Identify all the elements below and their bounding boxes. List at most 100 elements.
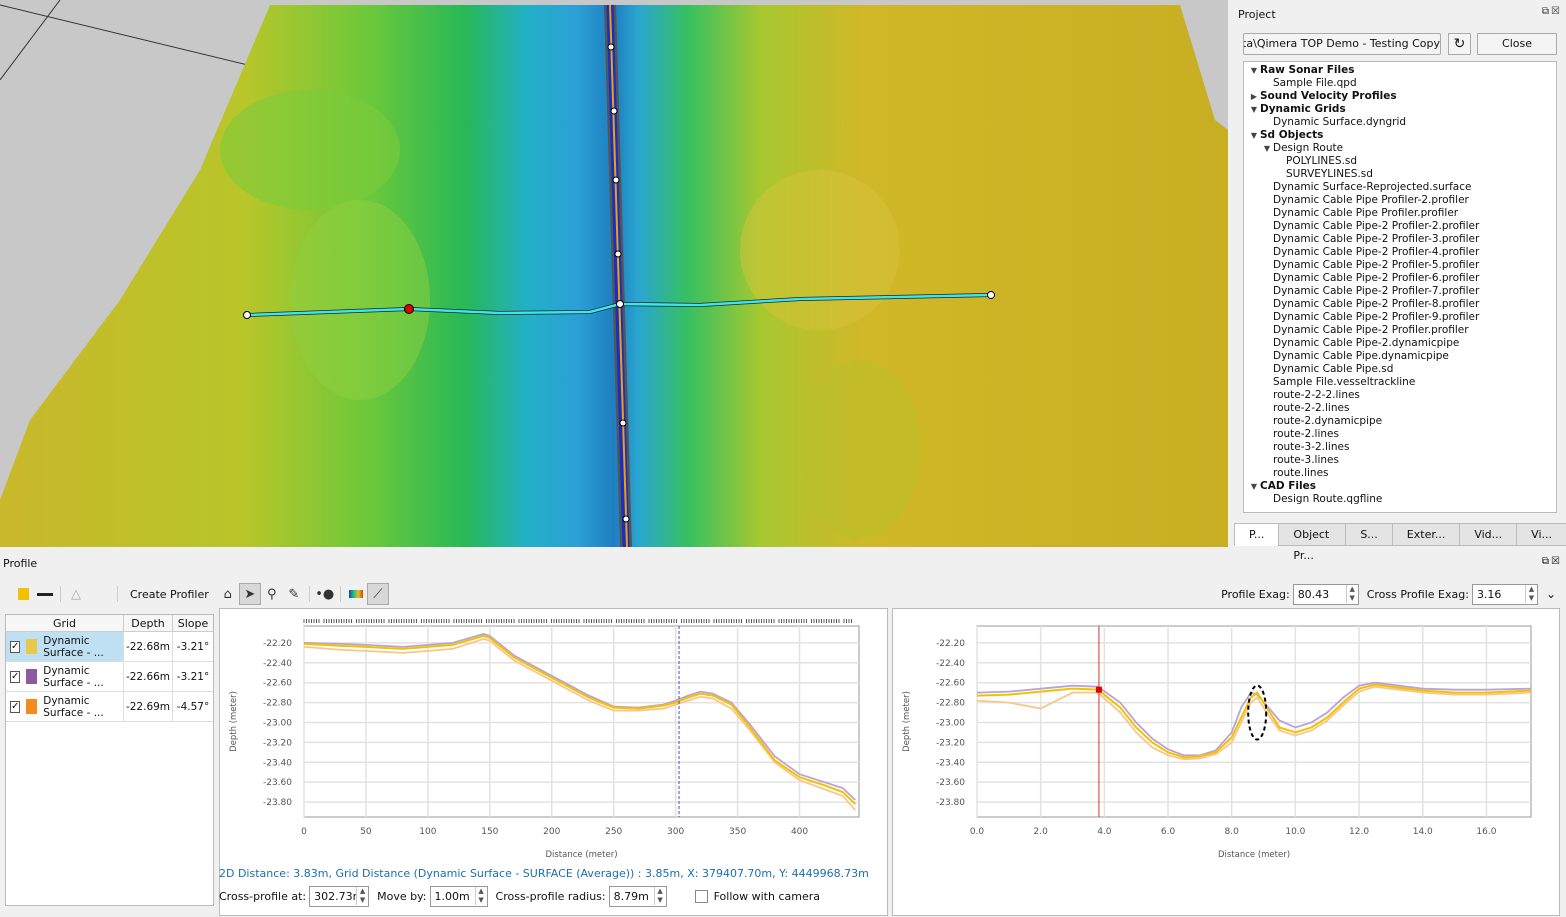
- tree-item[interactable]: SURVEYLINES.sd: [1244, 168, 1556, 181]
- chevron-down-icon[interactable]: ⌄: [1545, 587, 1556, 601]
- expand-icon[interactable]: ▼: [1263, 144, 1271, 153]
- tree-item[interactable]: POLYLINES.sd: [1244, 155, 1556, 168]
- grid-color-swatch[interactable]: [26, 699, 38, 714]
- tree-item[interactable]: Dynamic Cable Pipe-2 Profiler.profiler: [1244, 324, 1556, 337]
- profile-exag-input[interactable]: 80.43 ▲ ▼: [1292, 583, 1359, 605]
- grid-checkbox[interactable]: ✓: [10, 670, 21, 683]
- tree-item-label: Dynamic Cable Pipe-2 Profiler-4.profiler: [1273, 246, 1480, 258]
- expand-icon[interactable]: ▼: [1250, 66, 1258, 75]
- magnifier-icon: ⚲: [267, 586, 277, 602]
- tree-item[interactable]: route-2-2-2.lines: [1244, 389, 1556, 402]
- x-tick-label: 100: [419, 827, 436, 837]
- profile-chart[interactable]: -22.20 -22.40 -22.60 -22.80 -23.00 -23.20 -23.…: [219, 608, 888, 916]
- tree-item[interactable]: Dynamic Cable Pipe-2 Profiler-9.profiler: [1244, 311, 1556, 324]
- grid-color-swatch[interactable]: [26, 669, 38, 684]
- tree-item[interactable]: Dynamic Cable Pipe-2.dynamicpipe: [1244, 337, 1556, 350]
- project-tree[interactable]: ▼ Raw Sonar Files Sample File.qpd ▶ Sound Ve…: [1243, 61, 1557, 513]
- chart-button[interactable]: ⟋: [366, 583, 389, 605]
- cross-exag-input[interactable]: 3.16 ▲ ▼: [1471, 583, 1538, 605]
- project-path-field[interactable]: Data\Qimera TOP Demo - Testing Copy: [1243, 33, 1441, 55]
- 3d-view[interactable]: [0, 0, 1228, 547]
- tree-item[interactable]: Sample File.qpd: [1244, 77, 1556, 90]
- close-button[interactable]: Close: [1477, 33, 1557, 55]
- tab-0[interactable]: P...: [1234, 523, 1280, 546]
- grid-color-swatch[interactable]: [26, 639, 38, 654]
- triangle-icon: △: [71, 586, 81, 602]
- tree-item[interactable]: Sample File.vesseltrackline: [1244, 376, 1556, 389]
- tree-item-label: Dynamic Cable Pipe-2 Profiler-2.profiler: [1273, 220, 1480, 232]
- expand-icon[interactable]: ▼: [1250, 131, 1258, 140]
- radius-input[interactable]: 8.79m ▲ ▼: [608, 885, 667, 907]
- tree-item[interactable]: ▼ CAD Files: [1244, 480, 1556, 493]
- panel-window-buttons[interactable]: ⧉☒: [1541, 6, 1562, 17]
- tree-item[interactable]: Dynamic Surface-Reprojected.surface: [1244, 181, 1556, 194]
- tree-item[interactable]: ▼ Dynamic Grids: [1244, 103, 1556, 116]
- tree-item[interactable]: route-2-2.lines: [1244, 402, 1556, 415]
- tab-5[interactable]: Vi...: [1516, 523, 1566, 546]
- measure-button[interactable]: ✎: [283, 583, 305, 605]
- tree-item-label: Dynamic Cable Pipe-2.dynamicpipe: [1273, 337, 1460, 349]
- grid-name: Dynamic Surface - ...: [43, 664, 104, 689]
- expand-icon[interactable]: ▼: [1250, 482, 1258, 491]
- tree-item-label: Design Route.qgfline: [1273, 493, 1383, 505]
- cross-profile-chart[interactable]: -22.20 -22.40 -22.60 -22.80 -23.00 -23.20 -23.…: [892, 608, 1560, 916]
- tree-item[interactable]: ▼ Raw Sonar Files: [1244, 64, 1556, 77]
- tree-item-label: route-2-2.lines: [1273, 402, 1350, 414]
- y-tick-label: -23.00: [263, 718, 292, 728]
- tree-item[interactable]: Dynamic Cable Pipe-2 Profiler-4.profiler: [1244, 246, 1556, 259]
- point-button[interactable]: •●: [314, 583, 336, 605]
- tree-item-label: Dynamic Surface.dyngrid: [1273, 116, 1407, 128]
- tab-2[interactable]: S...: [1345, 523, 1393, 546]
- expand-icon[interactable]: ▼: [1250, 105, 1258, 114]
- refresh-button[interactable]: ↻: [1448, 33, 1471, 55]
- radius-label: Cross-profile radius:: [495, 889, 606, 903]
- triangle-button[interactable]: △: [65, 583, 87, 605]
- x-tick-label: 4.0: [1097, 827, 1112, 837]
- tree-item[interactable]: Design Route.qgfline: [1244, 493, 1556, 506]
- y-tick-label: -22.80: [263, 699, 292, 709]
- grid-row[interactable]: ✓ Dynamic Surface - ... -22.66m -3.21°: [6, 662, 213, 692]
- colormap-button[interactable]: [345, 583, 367, 605]
- tree-item[interactable]: Dynamic Surface.dyngrid: [1244, 116, 1556, 129]
- tree-item[interactable]: Dynamic Cable Pipe-2 Profiler-2.profiler: [1244, 220, 1556, 233]
- follow-camera-checkbox[interactable]: [694, 889, 708, 903]
- grid-checkbox[interactable]: ✓: [10, 640, 21, 653]
- tree-item[interactable]: Dynamic Cable Pipe Profiler-2.profiler: [1244, 194, 1556, 207]
- move-by-input[interactable]: 1.00m ▲ ▼: [429, 885, 488, 907]
- tree-item[interactable]: route-2.dynamicpipe: [1244, 415, 1556, 428]
- tree-item[interactable]: Dynamic Cable Pipe-2 Profiler-5.profiler: [1244, 259, 1556, 272]
- tree-item[interactable]: route.lines: [1244, 467, 1556, 480]
- grid-row[interactable]: ✓ Dynamic Surface - ... -22.68m -3.21°: [6, 632, 213, 662]
- tree-item[interactable]: Dynamic Cable Pipe-2 Profiler-7.profiler: [1244, 285, 1556, 298]
- grid-checkbox[interactable]: ✓: [10, 700, 21, 713]
- tree-item[interactable]: route-3-2.lines: [1244, 441, 1556, 454]
- line-style-button[interactable]: [34, 583, 56, 605]
- tree-item[interactable]: Dynamic Cable Pipe-2 Profiler-8.profiler: [1244, 298, 1556, 311]
- tree-item[interactable]: route-2.lines: [1244, 428, 1556, 441]
- tree-item-label: route-3.lines: [1273, 454, 1339, 466]
- zoom-button[interactable]: ⚲: [261, 583, 283, 605]
- tree-item[interactable]: ▼ Design Route: [1244, 142, 1556, 155]
- tab-1[interactable]: Object Pr...: [1278, 523, 1347, 562]
- col-grid: Grid: [6, 615, 124, 631]
- tree-item[interactable]: Dynamic Cable Pipe-2 Profiler-3.profiler: [1244, 233, 1556, 246]
- tree-item[interactable]: Dynamic Cable Pipe Profiler.profiler: [1244, 207, 1556, 220]
- tab-3[interactable]: Exter...: [1391, 523, 1461, 546]
- tree-item[interactable]: Dynamic Cable Pipe.sd: [1244, 363, 1556, 376]
- tree-item[interactable]: ▶ Sound Velocity Profiles: [1244, 90, 1556, 103]
- create-profiler-button[interactable]: Create Profiler: [130, 587, 209, 601]
- color-swatch-button[interactable]: [12, 583, 34, 605]
- tree-item[interactable]: ▼ Sd Objects: [1244, 129, 1556, 142]
- home-button[interactable]: ⌂: [217, 583, 239, 605]
- tree-item[interactable]: route-3.lines: [1244, 454, 1556, 467]
- panel-window-buttons[interactable]: ⧉☒: [1541, 556, 1562, 567]
- grid-row[interactable]: ✓ Dynamic Surface - ... -22.69m -4.57°: [6, 692, 213, 722]
- tree-item[interactable]: Dynamic Cable Pipe-2 Profiler-6.profiler: [1244, 272, 1556, 285]
- cross-at-input[interactable]: 302.73m▲▼: [309, 885, 370, 907]
- tab-4[interactable]: Vid...: [1459, 523, 1518, 546]
- tree-item[interactable]: Dynamic Cable Pipe.dynamicpipe: [1244, 350, 1556, 363]
- y-tick-label: -23.40: [936, 758, 965, 768]
- surface-render[interactable]: [0, 0, 1228, 547]
- expand-icon[interactable]: ▶: [1250, 92, 1258, 101]
- select-button[interactable]: ➤: [238, 583, 261, 605]
